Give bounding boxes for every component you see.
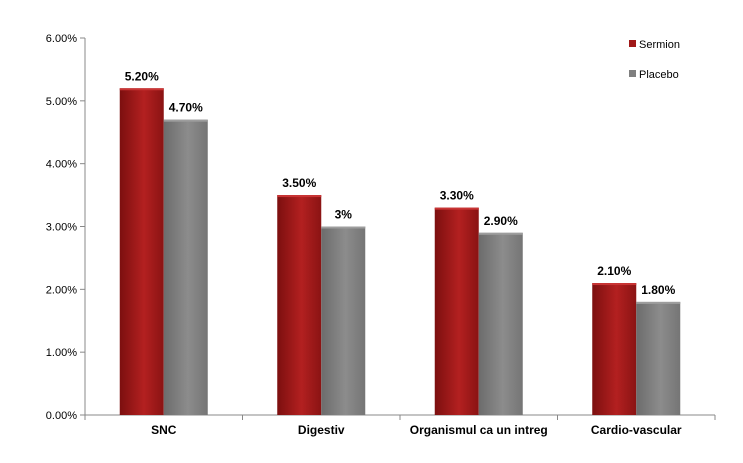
y-tick-label: 3.00% [46, 222, 77, 234]
x-category-label: Cardio-vascular [591, 423, 682, 437]
bar-placebo [478, 232, 523, 415]
bar-top-edge [163, 119, 208, 122]
bar-placebo [163, 119, 208, 415]
data-label: 3% [335, 208, 353, 222]
y-tick-label: 1.00% [46, 347, 77, 359]
bar-top-edge [119, 88, 164, 91]
legend-label: Placebo [639, 69, 679, 81]
data-label: 2.10% [597, 264, 631, 278]
x-category-label: Organismul ca un intreg [410, 423, 548, 437]
axes: 0.00% 1.00% 2.00% 3.00% 4.00% 5.00% 6.00% SNC Di… [46, 33, 716, 437]
y-tick-label: 4.00% [46, 159, 77, 171]
x-category-label: SNC [151, 423, 177, 437]
legend-label: Sermion [639, 39, 680, 51]
bar-top-edge [478, 232, 523, 235]
y-tick-label: 0.00% [46, 410, 77, 422]
bar-placebo [321, 226, 366, 415]
data-label: 2.90% [484, 214, 518, 228]
bar-top-edge [321, 226, 366, 229]
data-label: 3.50% [282, 176, 316, 190]
data-label: 1.80% [641, 283, 675, 297]
bar-sermion [592, 283, 637, 415]
y-tick-label: 5.00% [46, 96, 77, 108]
bar-top-edge [592, 283, 637, 286]
bar-sermion [277, 195, 322, 415]
y-tick-label: 2.00% [46, 284, 77, 296]
bar-top-edge [636, 301, 681, 304]
legend-swatch-sermion [629, 40, 636, 47]
x-category-label: Digestiv [298, 423, 345, 437]
bar-sermion [119, 88, 164, 416]
data-label: 5.20% [125, 69, 159, 83]
bar-top-edge [434, 207, 479, 210]
legend: Sermion Placebo [629, 39, 680, 81]
data-label: 4.70% [169, 101, 203, 115]
data-labels: 5.20% 4.70% 3.50% 3% 3.30% 2.90% 2.10% 1.80% [125, 69, 676, 297]
data-label: 3.30% [440, 189, 474, 203]
legend-swatch-placebo [629, 70, 636, 77]
y-tick-label: 6.00% [46, 33, 77, 45]
bar-top-edge [277, 195, 322, 198]
bar-placebo [636, 301, 681, 415]
bar-sermion [434, 207, 479, 415]
bars [119, 88, 681, 416]
